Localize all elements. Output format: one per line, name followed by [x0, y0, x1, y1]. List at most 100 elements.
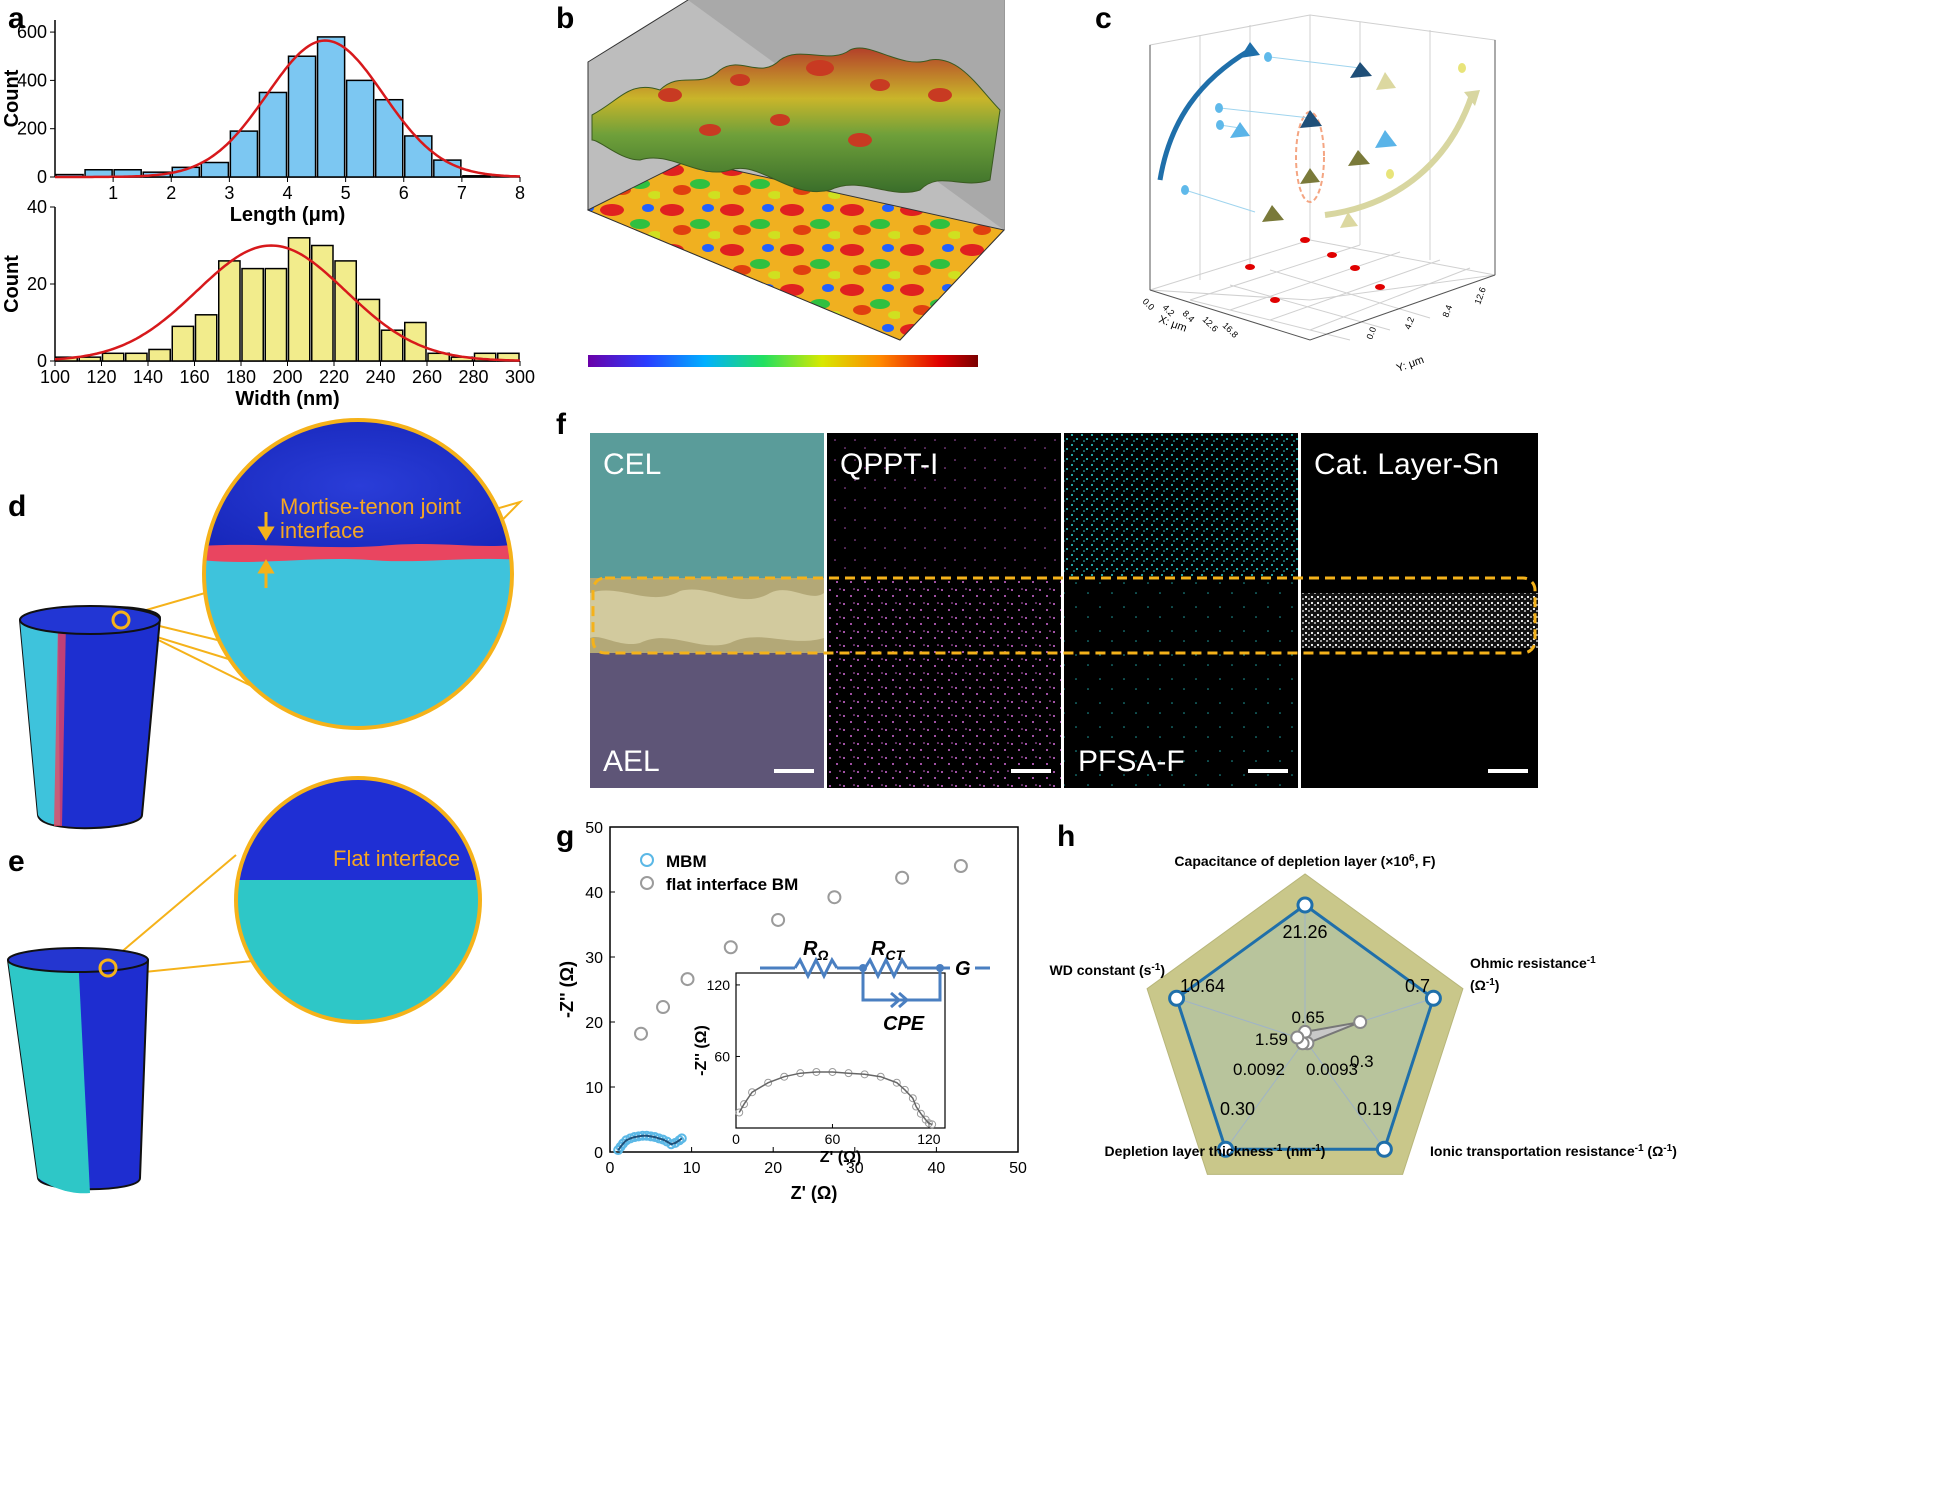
y-tick-label: 40 — [27, 197, 47, 217]
zoom-circle — [202, 418, 514, 730]
tile-label-pfsa: PFSA-F — [1078, 745, 1185, 778]
mbm-value-label: 0.19 — [1357, 1099, 1392, 1119]
label-g: G — [955, 958, 971, 980]
label-r-omega: RΩ — [803, 938, 828, 963]
x-tick-label: 4 — [282, 183, 292, 203]
label-cpe: CPE — [883, 1013, 925, 1035]
histogram-bar — [148, 348, 171, 362]
x-tick-label: 40 — [928, 1160, 946, 1177]
mbm-vertex — [1375, 1140, 1393, 1158]
histogram-bar — [427, 352, 450, 362]
mbm-point — [676, 1133, 687, 1144]
gaussian-fit-line — [55, 39, 521, 179]
histogram-bar — [200, 161, 230, 178]
svg-text:16.8: 16.8 — [1221, 320, 1240, 339]
svg-text:12.6: 12.6 — [1201, 314, 1220, 333]
x-tick-label: 180 — [226, 367, 256, 387]
mortise-tenon-3d-view — [18, 418, 524, 830]
inset-x-tick-label: 0 — [732, 1131, 740, 1147]
histogram-bar — [345, 79, 375, 178]
svg-text:4.2: 4.2 — [1402, 316, 1416, 331]
mbm-value-label: 0.30 — [1220, 1099, 1255, 1119]
x-tick-label: 7 — [457, 183, 467, 203]
inset-point — [780, 1072, 789, 1081]
y-tick-label: 20 — [27, 274, 47, 294]
svg-text:0.0: 0.0 — [1364, 326, 1378, 341]
histogram-bar — [229, 130, 259, 178]
radar-axis-label: Ionic transportation resistance-1 (Ω-1) — [1430, 1143, 1677, 1160]
histogram-bar — [78, 356, 102, 362]
y-tick-label: 0 — [37, 167, 47, 187]
flat-value-label: 0.65 — [1291, 1008, 1324, 1027]
x-axis-title: Length (μm) — [230, 204, 346, 226]
radar-spoke — [1304, 1039, 1385, 1150]
flat-value-label: 0.3 — [1350, 1052, 1374, 1071]
radar-spoke — [1225, 1039, 1306, 1150]
flat-bm-point — [827, 890, 842, 905]
plot-frame — [609, 826, 1019, 1153]
legend-marker-flat — [640, 876, 654, 890]
x-tick-label: 0 — [606, 1160, 615, 1177]
tile-label-sn: Cat. Layer-Sn — [1314, 448, 1500, 481]
y-tick-label: 400 — [17, 70, 47, 90]
flat-value-label: 1.59 — [1255, 1030, 1288, 1049]
legend-label-flat: flat interface BM — [666, 875, 798, 894]
panel-label-f: f — [556, 408, 566, 441]
circuit-node — [859, 964, 867, 972]
y-tick-label: 50 — [585, 820, 603, 837]
zoom-circle — [234, 776, 482, 1024]
histogram-bar — [264, 267, 288, 362]
x-tick-label: 260 — [412, 367, 442, 387]
inset-point — [892, 1078, 901, 1087]
mbm-fit-line — [617, 1134, 683, 1151]
inset-point — [928, 1120, 937, 1129]
histogram-bar — [101, 352, 125, 362]
x-tick-label: 160 — [179, 367, 209, 387]
inset-y-tick-label: 120 — [707, 977, 731, 993]
inset-point — [740, 1100, 749, 1109]
histogram-bar — [218, 260, 241, 362]
flat-bm-point — [680, 972, 695, 987]
panel-label-h: h — [1057, 820, 1076, 853]
legend-label-mbm: MBM — [666, 852, 707, 871]
x-tick-label: 5 — [341, 183, 351, 203]
inset-fit-line — [738, 1071, 933, 1126]
y-axis-title: -Z'' (Ω) — [557, 961, 577, 1018]
x-tick-label: 300 — [505, 367, 535, 387]
histogram-bar — [374, 98, 404, 178]
colorbar — [588, 355, 978, 367]
inset-x-title: Z' (Ω) — [820, 1149, 862, 1166]
flat-bm-point — [634, 1026, 649, 1041]
histogram-bar — [287, 55, 317, 178]
x-tick-label: 280 — [458, 367, 488, 387]
x-tick-label: 30 — [846, 1160, 864, 1177]
radar-axis-label: Depletion layer thickness-1 (nm-1) — [1105, 1143, 1326, 1160]
histogram-bar — [125, 352, 148, 362]
y-tick-label: 0 — [594, 1145, 603, 1162]
histogram-bar — [404, 321, 427, 362]
panel-label-g: g — [556, 820, 575, 853]
tile-label-ael: AEL — [603, 745, 660, 778]
y-tick-label: 20 — [585, 1015, 603, 1032]
panel-label-d: d — [8, 490, 27, 523]
inset-point — [764, 1078, 773, 1087]
x-tick-label: 10 — [683, 1160, 701, 1177]
tile-label-cel: CEL — [603, 448, 662, 481]
inset-point — [916, 1109, 925, 1118]
histogram-bar — [462, 175, 491, 178]
flat-bm-point — [895, 870, 910, 885]
y-tick-label: 600 — [17, 22, 47, 42]
panel-label-e: e — [8, 845, 25, 878]
histogram-bar — [171, 325, 195, 362]
label-r-ct: RCT — [871, 938, 906, 963]
x-tick-label: 6 — [399, 183, 409, 203]
x-tick-label: 120 — [86, 367, 116, 387]
mbm-value-label: 0.7 — [1405, 976, 1430, 996]
legend-marker-mbm — [640, 853, 654, 867]
x-tick-label: 20 — [764, 1160, 782, 1177]
resistor-r-omega — [793, 956, 839, 980]
histogram-bar — [357, 298, 381, 362]
x-axis-title: Z' (Ω) — [791, 1183, 838, 1203]
inset-x-tick-label: 120 — [917, 1131, 941, 1147]
y-tick-label: 30 — [585, 950, 603, 967]
